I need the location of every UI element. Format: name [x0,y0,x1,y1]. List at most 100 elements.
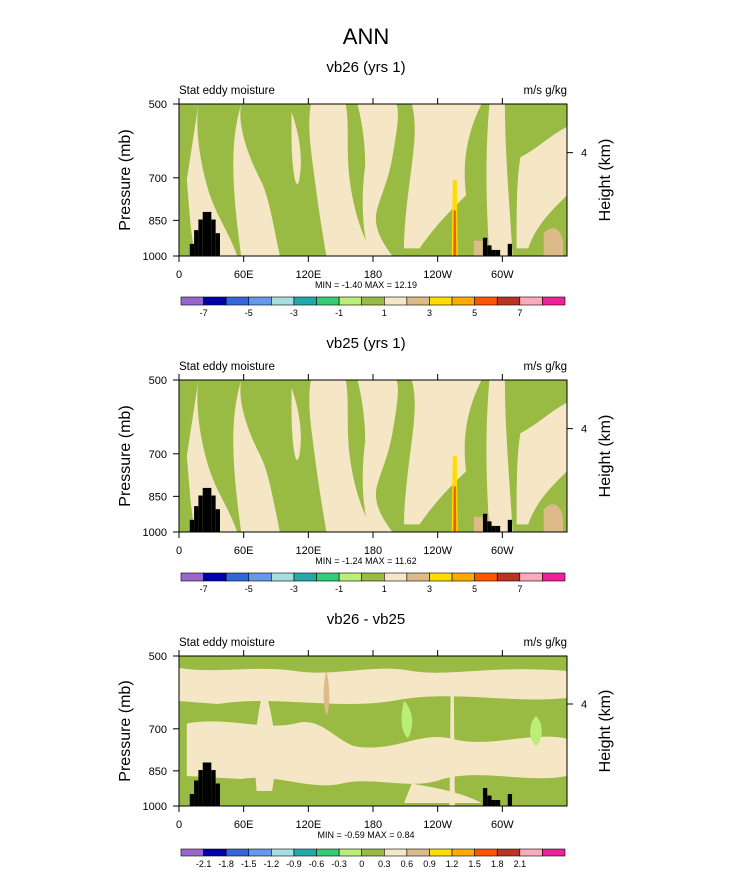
contour-region-7 [486,104,513,256]
x-tick-label: 180 [364,269,382,281]
contour-region-6 [530,716,542,746]
colorbar: -7 -5 -3 -1 1 3 5 7 [180,572,566,594]
colorbar-label: -0.6 [309,859,325,869]
colorbar-swatch [203,848,227,857]
colorbar-swatch [429,296,453,306]
colorbar-swatch [361,848,385,857]
andes-column-1 [482,237,488,256]
contour-region-2 [233,380,280,532]
left-label: Stat eddy moisture [179,85,275,97]
y-axis-title: Pressure (mb) [117,129,134,230]
colorbar-swatch [383,572,408,582]
x-tick-label: 180 [364,819,382,831]
colorbar-swatch [225,572,250,582]
colorbar-label: -0.9 [286,859,302,869]
topography [189,762,513,806]
y-tick-label: 500 [149,375,167,387]
colorbar-label: 1 [382,584,387,594]
x-tick-label: 0 [176,819,182,831]
x-tick-label: 120W [423,545,452,557]
contour-region-5 [357,380,398,532]
y-tick-label: 500 [149,99,167,111]
colorbar-swatch [496,296,521,306]
colorbar-swatch [406,572,430,582]
andes-column-2 [487,245,492,256]
y-tick-label: 1000 [143,251,167,263]
contour-region-3 [291,111,301,185]
colorbar-swatch [406,848,430,857]
x-tick-label: 120E [295,545,321,557]
y-axis-title: Pressure (mb) [117,405,134,506]
panel-1: vb26 (yrs 1) Stat eddy moisture m/s g/kg 0 6… [117,59,614,318]
colorbar-swatch [474,848,498,857]
colorbar-label: -7 [200,308,208,318]
stats-label: MIN = -1.24 MAX = 11.62 [315,556,416,566]
y-tick-label: 850 [149,766,167,778]
colorbar-swatch [248,848,272,857]
panel-title: vb26 - vb25 [327,611,405,628]
colorbar-swatch [451,848,475,857]
y-tick-label: 500 [149,651,167,663]
andes-column-3 [491,800,496,806]
terrain-column-2 [194,506,199,532]
contour-region-5 [357,104,398,256]
contour-spike [449,693,455,806]
contour-region-8 [516,126,567,249]
colorbar-label: -1.8 [218,859,234,869]
terrain-column-6 [211,219,216,256]
colorbar-label: -1 [335,584,343,594]
colorbar-swatch [429,848,453,857]
contour-region-4 [404,783,482,803]
x-tick-label: 60E [234,545,254,557]
panel-2: vb25 (yrs 1) Stat eddy moisture m/s g/kg 0 6… [117,335,614,594]
colorbar-label: 1.5 [468,859,481,869]
x-tick-label: 60W [491,545,514,557]
terrain-column-5 [207,762,212,806]
contour-region-6 [404,380,482,525]
contour-fills [179,668,567,806]
colorbar-swatch [271,296,295,306]
stats-label: MIN = -1.40 MAX = 12.19 [315,280,417,290]
contour-spike-orange [453,210,457,256]
x-tick-label: 120E [295,269,321,281]
panels: vb26 (yrs 1) Stat eddy moisture m/s g/kg 0 6… [117,59,614,869]
right-label: m/s g/kg [524,361,567,373]
colorbar-label: 0.9 [423,859,436,869]
colorbar-label: 1.8 [491,859,504,869]
colorbar-label: -1.2 [264,859,280,869]
contour-region-9 [543,228,564,256]
colorbar-swatch [271,572,295,582]
right-label: m/s g/kg [524,85,567,97]
contour-region-3 [291,387,301,461]
colorbar-swatch [293,848,317,857]
colorbar-swatch [519,572,543,582]
colorbar-swatch [361,572,385,582]
andes-column-2 [487,795,492,806]
x-tick-label: 60W [491,819,514,831]
contour-region-6 [404,104,482,249]
colorbar-label: 3 [427,584,432,594]
colorbar-label: -5 [245,308,253,318]
colorbar-swatch [542,848,566,857]
terrain-column-5 [207,487,212,532]
y-right-tick-label: 4 [581,148,587,160]
contour-spike-orange [453,486,457,532]
colorbar-label: 0 [359,859,364,869]
colorbar-label: 7 [517,584,522,594]
colorbar-swatch [519,848,543,857]
andes-column-1 [482,513,488,532]
colorbar-swatch [180,572,204,582]
terrain-column-5 [207,211,212,256]
colorbar-swatch [225,848,250,857]
colorbar-swatch [383,848,408,857]
colorbar-swatch [542,296,566,306]
terrain-column-4 [202,762,208,806]
y-tick-label: 1000 [143,527,167,539]
colorbar-swatch [338,848,363,857]
contour-region-4 [309,380,373,532]
andes-column-4 [495,525,501,532]
contour-region-5 [401,701,413,739]
andes-column-3 [491,249,496,256]
andes-column-5 [507,519,513,532]
contour-region-2 [186,721,567,786]
